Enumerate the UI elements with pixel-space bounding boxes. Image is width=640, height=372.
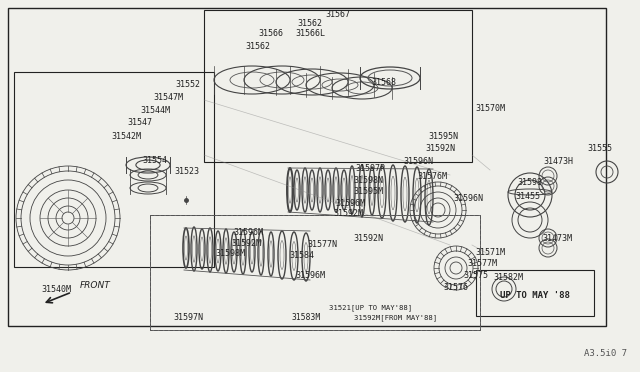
Bar — [14, 72, 214, 267]
Text: 31576M: 31576M — [417, 171, 447, 180]
Text: 31592M: 31592M — [333, 208, 363, 218]
Text: UP TO MAY '88: UP TO MAY '88 — [500, 291, 570, 299]
Text: 31598N: 31598N — [353, 176, 383, 185]
Text: 31592N: 31592N — [425, 144, 455, 153]
Bar — [476, 270, 594, 316]
Text: 31595M: 31595M — [353, 186, 383, 196]
Text: 31596M: 31596M — [233, 228, 263, 237]
Text: 31575: 31575 — [463, 272, 488, 280]
Bar — [150, 215, 480, 330]
Text: 31554: 31554 — [143, 155, 168, 164]
Text: 31562: 31562 — [298, 19, 323, 28]
Text: 31596M: 31596M — [335, 199, 365, 208]
Text: 31547: 31547 — [127, 118, 152, 126]
Text: 31582M: 31582M — [493, 273, 523, 282]
Text: 31584: 31584 — [289, 250, 314, 260]
Bar — [8, 8, 606, 326]
Text: 31596N: 31596N — [403, 157, 433, 166]
Text: 31592N: 31592N — [353, 234, 383, 243]
Text: 31592M[FROM MAY'88]: 31592M[FROM MAY'88] — [355, 315, 438, 321]
Text: FRONT: FRONT — [80, 281, 111, 290]
Text: 31455: 31455 — [515, 192, 541, 201]
Text: 31542M: 31542M — [111, 131, 141, 141]
Text: 31596N: 31596N — [453, 193, 483, 202]
Text: 31544M: 31544M — [140, 106, 170, 115]
Text: 31473H: 31473H — [543, 157, 573, 166]
Bar — [150, 215, 480, 330]
Text: 31567: 31567 — [326, 10, 351, 19]
Text: 31523: 31523 — [175, 167, 200, 176]
Text: 31566: 31566 — [259, 29, 284, 38]
Text: 31568: 31568 — [371, 77, 397, 87]
Text: 31598: 31598 — [518, 177, 543, 186]
Text: 31576: 31576 — [444, 283, 468, 292]
Text: 31596M: 31596M — [295, 272, 325, 280]
Text: 31552: 31552 — [175, 80, 200, 89]
Text: 31562: 31562 — [246, 42, 271, 51]
Text: 31577M: 31577M — [467, 260, 497, 269]
Text: 31547M: 31547M — [153, 93, 183, 102]
Text: A3.5i0 7: A3.5i0 7 — [584, 349, 627, 358]
Text: 31571M: 31571M — [475, 247, 505, 257]
Text: 31555: 31555 — [588, 144, 612, 153]
Text: 31473M: 31473M — [542, 234, 572, 243]
Text: 31592M: 31592M — [231, 238, 261, 247]
Text: 31595N: 31595N — [428, 131, 458, 141]
Bar — [204, 10, 472, 162]
Text: 31597P: 31597P — [355, 164, 385, 173]
Text: 31566L: 31566L — [295, 29, 325, 38]
Text: 31597N: 31597N — [173, 314, 203, 323]
Text: 31540M: 31540M — [41, 285, 71, 295]
Text: 31521[UP TO MAY'88]: 31521[UP TO MAY'88] — [330, 305, 413, 311]
Text: 31570M: 31570M — [475, 103, 505, 112]
Text: 31577N: 31577N — [307, 240, 337, 248]
Text: 31583M: 31583M — [291, 314, 321, 323]
Text: 31598M: 31598M — [215, 250, 245, 259]
